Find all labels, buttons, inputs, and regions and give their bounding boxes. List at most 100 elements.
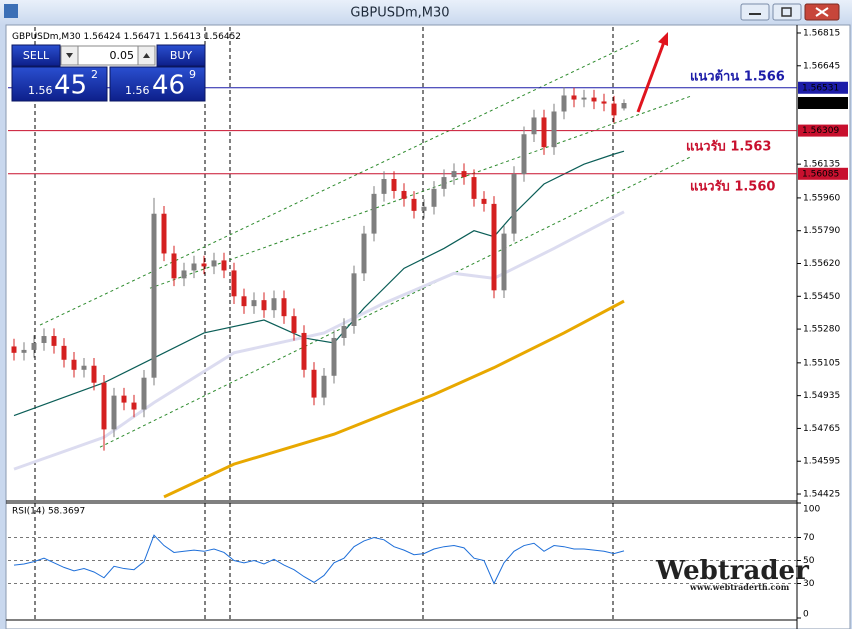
main-plot bbox=[8, 39, 797, 499]
candle-body bbox=[581, 97, 587, 100]
candle-body bbox=[561, 95, 567, 112]
candle-body bbox=[531, 117, 537, 135]
title-bar bbox=[0, 0, 852, 25]
candle-body bbox=[111, 395, 117, 430]
level-label: 1.56085 bbox=[802, 169, 839, 179]
candle-body bbox=[401, 190, 407, 199]
candle-body bbox=[211, 260, 217, 267]
candle-body bbox=[621, 103, 627, 109]
annotation: แนวต้าน 1.566 bbox=[690, 69, 785, 85]
candle-body bbox=[541, 117, 547, 148]
buy-label: BUY bbox=[170, 49, 193, 62]
rsi-title: RSI(14) 58.3697 bbox=[12, 507, 85, 517]
candle-body bbox=[31, 342, 37, 350]
y-tick-label: 50 bbox=[803, 556, 815, 566]
candle-body bbox=[361, 233, 367, 274]
candle-body bbox=[371, 193, 377, 234]
candle-body bbox=[311, 369, 317, 398]
y-tick-label: 1.55280 bbox=[803, 325, 840, 335]
candle-body bbox=[91, 365, 97, 383]
minimize-button[interactable] bbox=[740, 3, 770, 21]
axes: 1.56815 1.56645 1.56135 1.55960 1.55790 1.556… bbox=[797, 28, 848, 620]
watermark: Webtrader www.webtraderth.com bbox=[655, 556, 809, 592]
candle-body bbox=[491, 203, 497, 291]
last-close: 1.56452 bbox=[204, 32, 241, 42]
candle-body bbox=[421, 206, 427, 211]
y-tick-label: 1.54765 bbox=[803, 424, 840, 434]
candle-body bbox=[281, 298, 287, 317]
moving-average bbox=[163, 299, 625, 499]
candle-body bbox=[191, 263, 197, 271]
buy-button[interactable] bbox=[156, 44, 206, 67]
window-icon bbox=[4, 4, 18, 18]
candle-body bbox=[141, 377, 147, 410]
window-buttons[interactable] bbox=[740, 3, 840, 21]
sell-label: SELL bbox=[23, 49, 50, 62]
y-tick-label: 1.55960 bbox=[803, 193, 840, 203]
candle-body bbox=[201, 263, 207, 267]
candle-body bbox=[551, 111, 557, 148]
ask-box[interactable] bbox=[109, 66, 206, 102]
candle-body bbox=[161, 213, 167, 254]
candle-body bbox=[511, 173, 517, 234]
period-separators bbox=[34, 27, 614, 620]
sell-button[interactable] bbox=[11, 44, 61, 67]
y-tick-label: 0 bbox=[803, 610, 809, 620]
restore-icon bbox=[781, 7, 792, 17]
y-tick-label: 1.55105 bbox=[803, 358, 840, 368]
candle-body bbox=[41, 336, 47, 343]
close-icon bbox=[815, 7, 829, 17]
last-price-box bbox=[798, 97, 848, 110]
bid-fraction: 2 bbox=[91, 68, 98, 81]
y-tick-label: 1.56645 bbox=[803, 61, 840, 71]
candle-body bbox=[601, 101, 607, 104]
candle-body bbox=[341, 326, 347, 338]
y-tick-label: 1.54935 bbox=[803, 391, 840, 401]
last-price-label: 1.56452 bbox=[802, 99, 839, 109]
candle-body bbox=[521, 134, 527, 174]
annotation: แนวรับ 1.560 bbox=[690, 180, 775, 195]
level-label: 1.56309 bbox=[802, 126, 839, 136]
candle-body bbox=[431, 188, 437, 207]
candle-body bbox=[231, 270, 237, 297]
rsi-plot bbox=[8, 534, 797, 585]
y-tick-label: 30 bbox=[803, 579, 815, 589]
candle-body bbox=[391, 179, 397, 191]
candle-body bbox=[471, 177, 477, 199]
chart-area bbox=[5, 24, 851, 629]
bid-box[interactable] bbox=[11, 66, 108, 102]
trend-arrow bbox=[636, 32, 668, 113]
candle-body bbox=[441, 177, 447, 189]
candle-body bbox=[51, 336, 57, 346]
candle-body bbox=[131, 402, 137, 410]
last-high: 1.56471 bbox=[124, 32, 161, 42]
candle-body bbox=[181, 270, 187, 279]
restore-button[interactable] bbox=[772, 3, 802, 21]
candle-body bbox=[571, 95, 577, 100]
lot-value: 0.05 bbox=[110, 49, 135, 62]
candle-body bbox=[251, 300, 257, 307]
candle-body bbox=[291, 316, 297, 333]
one-click-panel: SELL 0.05 BUY 1.56 45 2 1.56 46 9 bbox=[11, 44, 206, 102]
y-tick-label: 1.55620 bbox=[803, 259, 840, 269]
logo-name: Webtrader bbox=[655, 556, 809, 586]
candle-body bbox=[11, 346, 17, 353]
candle-body bbox=[151, 213, 157, 378]
candle-body bbox=[411, 198, 417, 211]
window-title: GBPUSDm,M30 bbox=[350, 6, 449, 21]
bid-pips: 45 bbox=[54, 71, 87, 101]
candle-body bbox=[301, 332, 307, 370]
y-tick-label: 1.55450 bbox=[803, 292, 840, 302]
symbol: GBPUSDm,M30 bbox=[12, 32, 81, 42]
candle-body bbox=[321, 375, 327, 398]
ask-pips: 46 bbox=[152, 71, 185, 101]
ask-prefix: 1.56 bbox=[125, 84, 150, 97]
candle-body bbox=[241, 296, 247, 307]
level-label: 1.56531 bbox=[802, 83, 839, 93]
y-tick-label: 1.56135 bbox=[803, 160, 840, 170]
candle-body bbox=[221, 260, 227, 271]
channel-line bbox=[99, 156, 691, 448]
candle-body bbox=[271, 298, 277, 311]
ask-fraction: 9 bbox=[189, 68, 196, 81]
